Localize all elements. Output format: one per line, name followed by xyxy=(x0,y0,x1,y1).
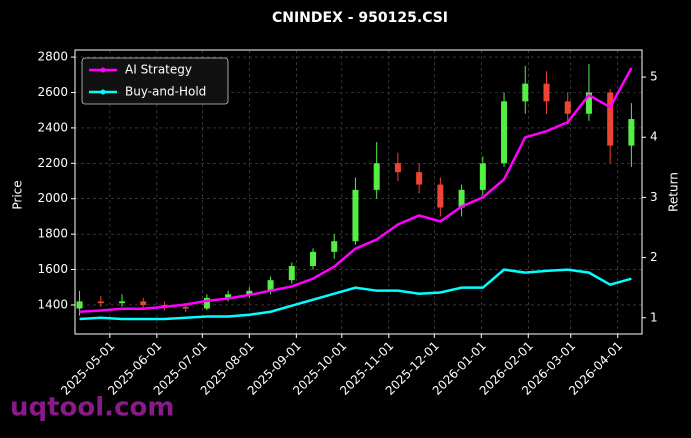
candle-body xyxy=(246,290,253,295)
candle-body xyxy=(437,184,444,208)
candle-body xyxy=(607,92,614,146)
candle-body xyxy=(310,251,317,267)
legend-marker xyxy=(100,67,106,73)
y2-axis-label: Return xyxy=(667,172,681,212)
y2-tick-label: 4 xyxy=(650,130,658,144)
y2-tick-label: 5 xyxy=(650,70,658,84)
y2-tick-label: 1 xyxy=(650,310,658,324)
candle-body xyxy=(118,301,125,304)
y-tick-label: 1400 xyxy=(37,297,68,311)
legend-label: Buy-and-Hold xyxy=(125,85,206,99)
candle-body xyxy=(97,301,104,304)
candle-body xyxy=(182,306,189,309)
candle-body xyxy=(267,280,274,291)
legend-marker xyxy=(100,89,106,95)
y-tick-label: 2600 xyxy=(37,85,68,99)
candle-body xyxy=(225,294,232,298)
y-tick-label: 2000 xyxy=(37,191,68,205)
candle-body xyxy=(564,101,571,114)
legend-box xyxy=(81,57,229,105)
candle-body xyxy=(352,189,359,242)
candle-body xyxy=(76,301,83,309)
candle-body xyxy=(501,101,508,164)
return-line xyxy=(79,268,632,321)
candle-body xyxy=(394,163,401,173)
candle-body xyxy=(331,241,338,252)
candle-body xyxy=(140,301,147,305)
legend: AI Strategy Buy-and-Hold xyxy=(81,57,229,105)
candle-body xyxy=(458,189,465,208)
candle-body xyxy=(543,83,550,102)
return-line xyxy=(79,67,633,313)
watermark: uqtool.com xyxy=(10,393,174,423)
candle-body xyxy=(522,83,529,102)
y-tick-label: 2200 xyxy=(37,156,68,170)
candle-body xyxy=(479,163,486,190)
chart-title: CNINDEX - 950125.CSI xyxy=(272,10,448,26)
candle-body xyxy=(288,266,295,281)
plot-frame xyxy=(74,49,643,335)
y2-tick-label: 3 xyxy=(650,190,658,204)
candle-body xyxy=(416,172,423,185)
y-axis-label: Price xyxy=(11,180,25,209)
candle-body xyxy=(373,163,380,190)
y-tick-label: 2400 xyxy=(37,120,68,134)
legend-label: AI Strategy xyxy=(125,63,192,77)
candle-body xyxy=(585,92,592,114)
y2-tick-label: 2 xyxy=(650,250,658,264)
candle-body xyxy=(628,119,635,146)
y-tick-label: 1800 xyxy=(37,227,68,241)
y-tick-label: 2800 xyxy=(37,50,68,64)
y-tick-label: 1600 xyxy=(37,262,68,276)
candle-body xyxy=(203,297,210,309)
